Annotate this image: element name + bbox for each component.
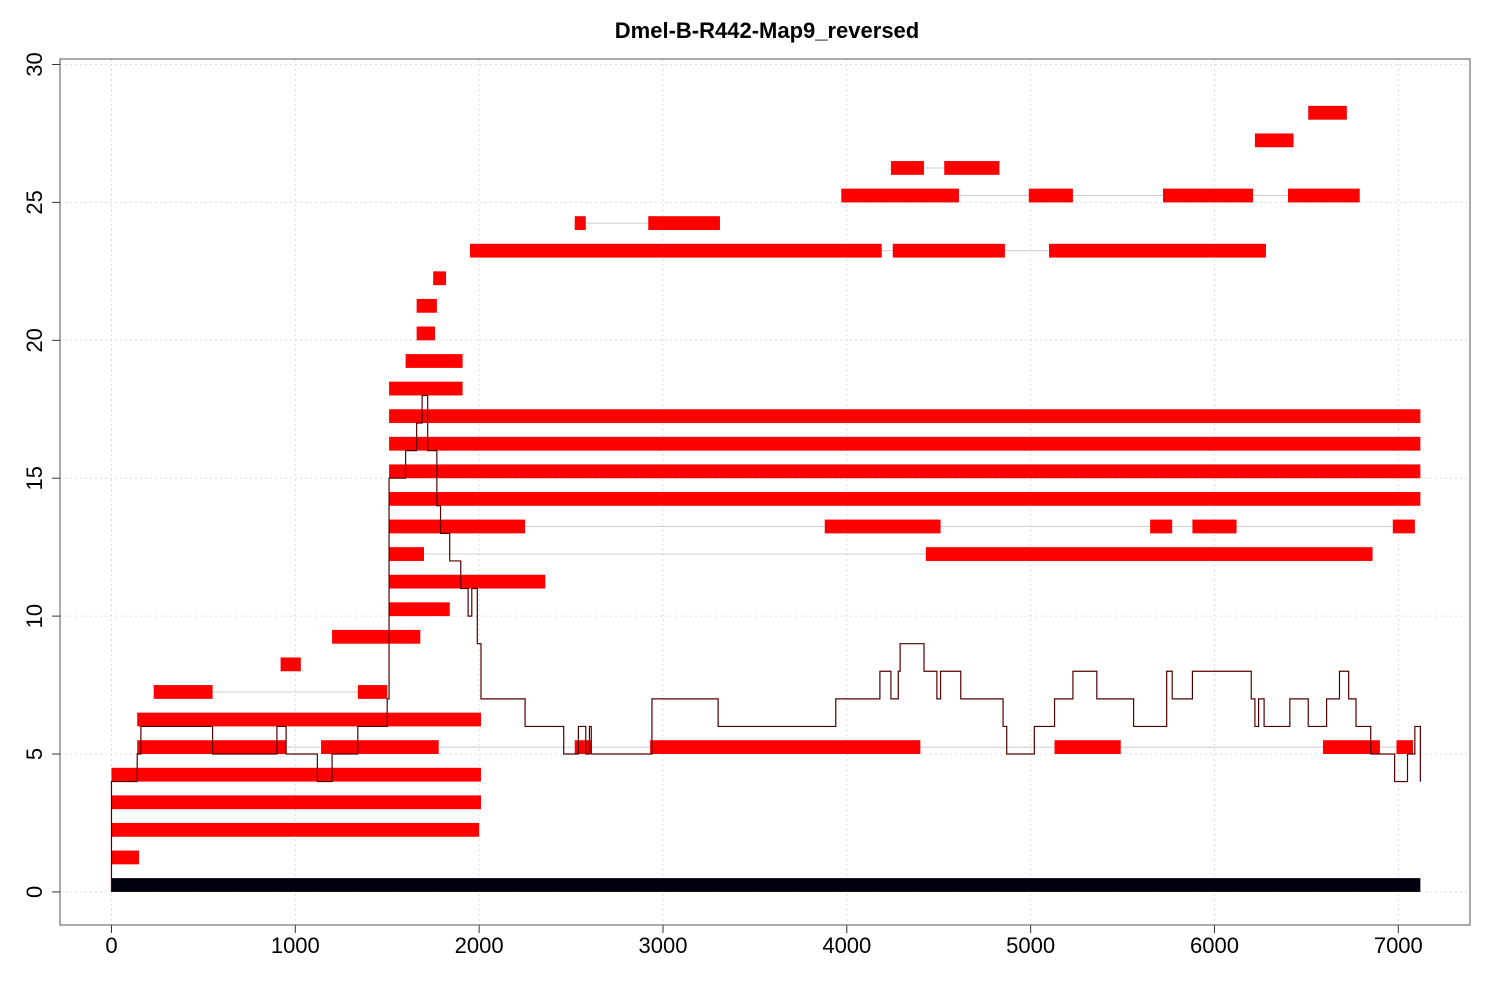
x-tick-label: 7000	[1374, 933, 1423, 958]
segment-bar	[1308, 105, 1347, 120]
reference-bar-group	[111, 878, 1421, 892]
segment-bar	[1322, 740, 1380, 755]
segment-bar	[321, 740, 439, 755]
segment-bar	[469, 243, 882, 258]
segment-bar	[1396, 740, 1414, 755]
axes: 0 1000 2000 3000 4000 5000 6000 7000 0 5 10 15 20 25 3…	[22, 52, 1423, 958]
segment-bar	[389, 602, 450, 617]
segment-bar	[332, 629, 421, 644]
segment-bar	[433, 271, 447, 286]
segment-bar	[824, 519, 941, 534]
segment-bar	[389, 492, 1421, 506]
segment-bar	[389, 409, 1421, 424]
segment-bar	[1028, 188, 1073, 203]
segment-bar	[111, 795, 481, 810]
chart-title: Dmel-B-R442-Map9_reversed	[615, 18, 919, 43]
segment-bar	[389, 574, 546, 589]
segment-bar	[1192, 519, 1237, 534]
y-tick-label: 20	[22, 328, 47, 352]
segment-bar	[1392, 519, 1415, 534]
segment-bar	[841, 188, 959, 203]
segment-bar	[357, 685, 388, 699]
segment-bar	[389, 547, 424, 561]
segment-bar	[650, 740, 921, 755]
x-tick-label: 3000	[638, 933, 687, 958]
x-tick-label: 1000	[271, 933, 320, 958]
y-tick-label: 10	[22, 604, 47, 628]
y-tick-label: 30	[22, 52, 47, 76]
segment-bar	[890, 161, 925, 175]
plot-frame	[59, 58, 1471, 926]
segment-bar	[389, 519, 526, 534]
y-tick-label: 15	[22, 466, 47, 490]
x-tick-label: 5000	[1006, 933, 1055, 958]
segment-bar	[405, 354, 463, 368]
segment-bar	[648, 216, 720, 230]
segment-bar	[389, 436, 1421, 451]
segment-bar	[389, 381, 463, 396]
segment-bar	[574, 216, 586, 230]
segment-bar	[153, 685, 213, 699]
segment-bar	[1162, 188, 1254, 203]
segment-bar	[1150, 519, 1173, 534]
segment-bar	[944, 161, 1000, 175]
x-tick-label: 2000	[455, 933, 504, 958]
reference-bar	[111, 878, 1421, 892]
segment-bar	[111, 822, 480, 837]
segment-bar	[137, 712, 481, 727]
segment-bar	[137, 740, 287, 755]
segment-bar	[1254, 133, 1294, 148]
y-tick-label: 5	[22, 748, 47, 760]
y-tick-label: 0	[22, 886, 47, 898]
segment-bar	[1054, 740, 1121, 755]
x-tick-label: 6000	[1190, 933, 1239, 958]
segment-bar	[416, 298, 437, 313]
segment-bar	[111, 850, 140, 865]
coverage-line-group	[110, 394, 1421, 892]
segment-bar	[1288, 188, 1360, 203]
segment-bars	[111, 105, 1421, 865]
segment-bar	[416, 326, 436, 341]
segment-bar	[389, 464, 1421, 479]
segment-bar	[1049, 243, 1266, 258]
segment-bar	[574, 740, 592, 755]
x-tick-label: 0	[105, 933, 117, 958]
coverage-line	[110, 394, 1421, 892]
segment-bar	[111, 767, 481, 782]
y-tick-label: 25	[22, 190, 47, 214]
segment-bar	[892, 243, 1005, 258]
segment-bar	[925, 547, 1373, 561]
segment-bar	[280, 657, 301, 672]
x-tick-label: 4000	[822, 933, 871, 958]
